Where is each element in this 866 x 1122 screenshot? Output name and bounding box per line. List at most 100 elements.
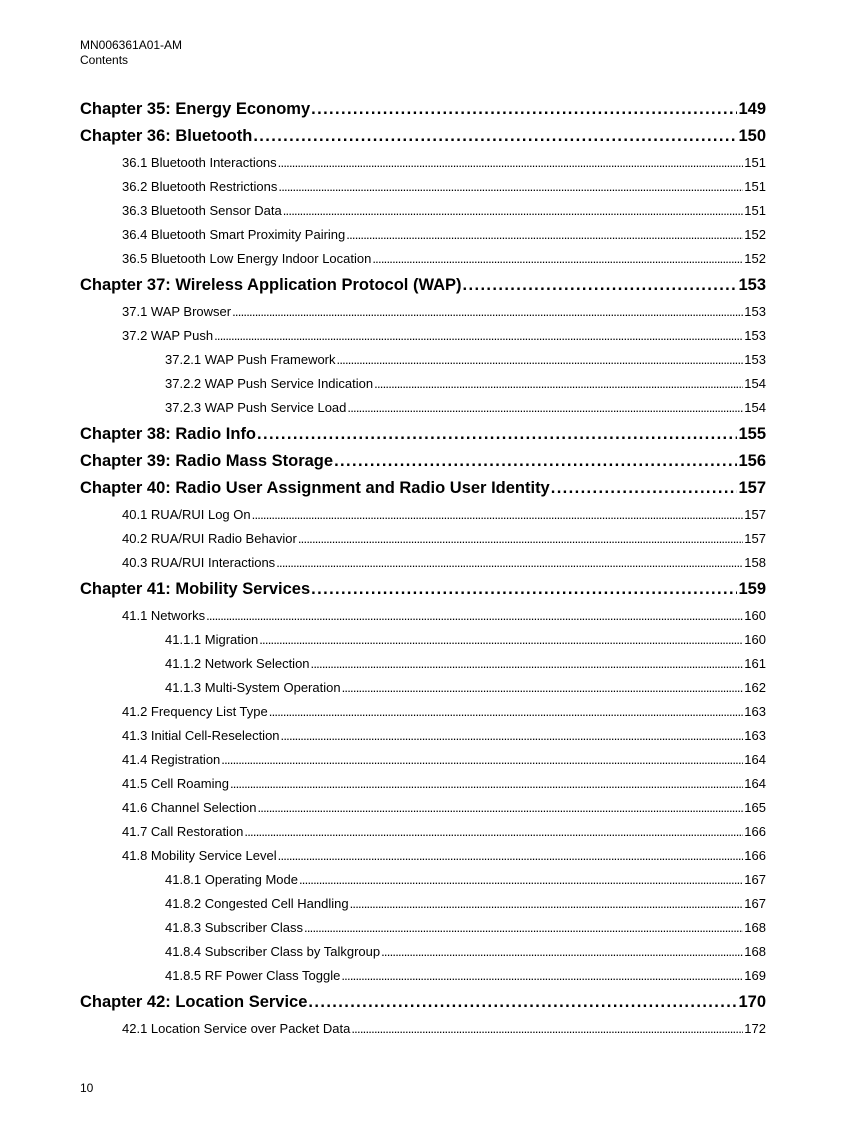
- dot-leader: [278, 151, 744, 175]
- toc-entry-title: Chapter 41: Mobility Services: [80, 580, 311, 598]
- toc-entry-title: 36.4 Bluetooth Smart Proximity Pairing: [122, 227, 346, 242]
- toc-section-entry[interactable]: 41.1.2 Network Selection 161: [80, 652, 766, 676]
- toc-section-entry[interactable]: 37.2.2 WAP Push Service Indication 154: [80, 372, 766, 396]
- toc-chapter-entry[interactable]: Chapter 42: Location Service 170: [80, 989, 766, 1016]
- toc-section-entry[interactable]: 41.8 Mobility Service Level 166: [80, 844, 766, 868]
- toc-entry-title: 41.1.2 Network Selection: [165, 656, 310, 671]
- toc-section-entry[interactable]: 40.2 RUA/RUI Radio Behavior 157: [80, 527, 766, 551]
- toc-entry-page: 153: [744, 352, 766, 367]
- toc-entry-page: 151: [744, 179, 766, 194]
- toc-entry-page: 169: [744, 968, 766, 983]
- toc-entry-title: 42.1 Location Service over Packet Data: [122, 1021, 351, 1036]
- dot-leader: [252, 503, 744, 527]
- toc-entry-title: 41.2 Frequency List Type: [122, 704, 268, 719]
- dot-leader: [311, 96, 737, 123]
- toc-section-entry[interactable]: 41.4 Registration 164: [80, 748, 766, 772]
- toc-entry-title: 41.1 Networks: [122, 608, 206, 623]
- toc-section-entry[interactable]: 41.8.1 Operating Mode 167: [80, 868, 766, 892]
- toc-entry-title: 41.1.1 Migration: [165, 632, 259, 647]
- toc-entry-page: 153: [744, 328, 766, 343]
- toc-entry-page: 162: [744, 680, 766, 695]
- toc-entry-title: 37.2.2 WAP Push Service Indication: [165, 376, 374, 391]
- document-id: MN006361A01-AM: [80, 38, 183, 52]
- toc-section-entry[interactable]: 41.8.5 RF Power Class Toggle 169: [80, 964, 766, 988]
- toc-section-entry[interactable]: 41.3 Initial Cell-Reselection 163: [80, 724, 766, 748]
- dot-leader: [232, 300, 743, 324]
- toc-section-entry[interactable]: 41.8.3 Subscriber Class 168: [80, 916, 766, 940]
- page-number: 10: [80, 1081, 94, 1095]
- toc-section-entry[interactable]: 41.8.2 Congested Cell Handling 167: [80, 892, 766, 916]
- toc-entry-page: 150: [738, 127, 766, 145]
- toc-entry-page: 170: [738, 993, 766, 1011]
- toc-entry-page: 157: [744, 531, 766, 546]
- dot-leader: [463, 272, 738, 299]
- toc-entry-title: 36.5 Bluetooth Low Energy Indoor Locatio…: [122, 251, 372, 266]
- toc-section-entry[interactable]: 41.5 Cell Roaming 164: [80, 772, 766, 796]
- toc-entry-page: 157: [738, 479, 766, 497]
- toc-section-entry[interactable]: 37.2.1 WAP Push Framework 153: [80, 348, 766, 372]
- toc-entry-page: 152: [744, 251, 766, 266]
- toc-section-entry[interactable]: 41.1 Networks 160: [80, 604, 766, 628]
- toc-entry-title: 41.8.3 Subscriber Class: [165, 920, 304, 935]
- toc-entry-page: 159: [738, 580, 766, 598]
- toc-entry-page: 158: [744, 555, 766, 570]
- toc-section-entry[interactable]: 36.3 Bluetooth Sensor Data 151: [80, 199, 766, 223]
- toc-entry-page: 168: [744, 920, 766, 935]
- toc-chapter-entry[interactable]: Chapter 36: Bluetooth 150: [80, 123, 766, 150]
- toc-section-entry[interactable]: 36.5 Bluetooth Low Energy Indoor Locatio…: [80, 247, 766, 271]
- toc-entry-page: 157: [744, 507, 766, 522]
- toc-chapter-entry[interactable]: Chapter 37: Wireless Application Protoco…: [80, 272, 766, 299]
- dot-leader: [351, 1017, 743, 1041]
- toc-entry-title: Chapter 42: Location Service: [80, 993, 308, 1011]
- toc-section-entry[interactable]: 41.8.4 Subscriber Class by Talkgroup 168: [80, 940, 766, 964]
- toc-section-entry[interactable]: 37.2.3 WAP Push Service Load 154: [80, 396, 766, 420]
- toc-section-entry[interactable]: 37.1 WAP Browser 153: [80, 300, 766, 324]
- toc-entry-title: 41.8 Mobility Service Level: [122, 848, 277, 863]
- toc-entry-page: 151: [744, 203, 766, 218]
- toc-section-entry[interactable]: 41.2 Frequency List Type 163: [80, 700, 766, 724]
- toc-entry-page: 163: [744, 704, 766, 719]
- toc-section-entry[interactable]: 41.7 Call Restoration 166: [80, 820, 766, 844]
- toc-section-entry[interactable]: 40.1 RUA/RUI Log On 157: [80, 503, 766, 527]
- toc-section-entry[interactable]: 36.4 Bluetooth Smart Proximity Pairing 15…: [80, 223, 766, 247]
- toc-section-entry[interactable]: 37.2 WAP Push 153: [80, 324, 766, 348]
- toc-section-entry[interactable]: 41.6 Channel Selection 165: [80, 796, 766, 820]
- toc-chapter-entry[interactable]: Chapter 40: Radio User Assignment and Ra…: [80, 475, 766, 502]
- toc-entry-title: 40.2 RUA/RUI Radio Behavior: [122, 531, 297, 546]
- toc-section-entry[interactable]: 36.1 Bluetooth Interactions 151: [80, 151, 766, 175]
- toc-entry-title: 36.3 Bluetooth Sensor Data: [122, 203, 282, 218]
- toc-entry-page: 160: [744, 632, 766, 647]
- dot-leader: [281, 724, 744, 748]
- dot-leader: [244, 820, 743, 844]
- toc-section-entry[interactable]: 41.1.3 Multi-System Operation 162: [80, 676, 766, 700]
- toc-entry-title: 41.3 Initial Cell-Reselection: [122, 728, 280, 743]
- toc-entry-title: 41.7 Call Restoration: [122, 824, 244, 839]
- toc-entry-title: 41.8.2 Congested Cell Handling: [165, 896, 349, 911]
- toc-entry-page: 164: [744, 752, 766, 767]
- toc-entry-title: Chapter 38: Radio Info: [80, 425, 257, 443]
- toc-section-entry[interactable]: 36.2 Bluetooth Restrictions 151: [80, 175, 766, 199]
- toc-chapter-entry[interactable]: Chapter 35: Energy Economy 149: [80, 96, 766, 123]
- toc-entry-title: 41.4 Registration: [122, 752, 221, 767]
- toc-entry-page: 153: [744, 304, 766, 319]
- dot-leader: [278, 175, 743, 199]
- toc-entry-page: 166: [744, 824, 766, 839]
- dot-leader: [346, 223, 743, 247]
- dot-leader: [551, 475, 738, 502]
- toc-entry-page: 167: [744, 896, 766, 911]
- dot-leader: [257, 796, 743, 820]
- dot-leader: [283, 199, 744, 223]
- toc-entry-title: 36.1 Bluetooth Interactions: [122, 155, 277, 170]
- toc-entry-title: Chapter 37: Wireless Application Protoco…: [80, 276, 462, 294]
- toc-chapter-entry[interactable]: Chapter 39: Radio Mass Storage 156: [80, 448, 766, 475]
- toc-entry-page: 154: [744, 400, 766, 415]
- toc-chapter-entry[interactable]: Chapter 41: Mobility Services 159: [80, 576, 766, 603]
- toc-section-entry[interactable]: 40.3 RUA/RUI Interactions 158: [80, 551, 766, 575]
- section-header: Contents: [80, 53, 129, 67]
- toc-entry-page: 156: [738, 452, 766, 470]
- toc-chapter-entry[interactable]: Chapter 38: Radio Info 155: [80, 421, 766, 448]
- toc-entry-title: 37.1 WAP Browser: [122, 304, 232, 319]
- toc-section-entry[interactable]: 42.1 Location Service over Packet Data 17…: [80, 1017, 766, 1041]
- toc-section-entry[interactable]: 41.1.1 Migration 160: [80, 628, 766, 652]
- dot-leader: [257, 421, 737, 448]
